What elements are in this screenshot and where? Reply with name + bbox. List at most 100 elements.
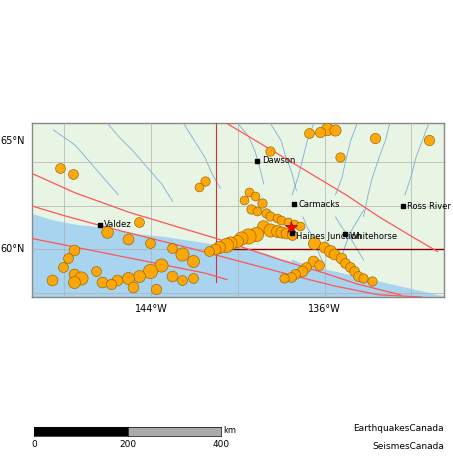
- Point: [205, 247, 212, 255]
- Point: [245, 188, 252, 196]
- Point: [70, 270, 77, 277]
- Point: [273, 228, 280, 235]
- Point: [49, 276, 56, 284]
- Point: [247, 206, 255, 213]
- Point: [316, 261, 323, 269]
- Point: [241, 197, 248, 204]
- Point: [190, 274, 197, 282]
- Point: [267, 227, 274, 234]
- Point: [190, 257, 197, 264]
- Point: [59, 263, 67, 271]
- Point: [125, 274, 132, 282]
- Point: [251, 192, 259, 200]
- Point: [278, 228, 285, 236]
- Point: [64, 255, 71, 262]
- Point: [129, 284, 136, 291]
- Polygon shape: [292, 260, 444, 297]
- Point: [157, 261, 164, 269]
- Text: EarthquakesCanada: EarthquakesCanada: [353, 424, 444, 433]
- Text: SeismesCanada: SeismesCanada: [372, 441, 444, 451]
- Point: [337, 255, 345, 262]
- Point: [70, 246, 77, 253]
- Point: [323, 125, 330, 133]
- Text: Haines Junction: Haines Junction: [296, 232, 362, 241]
- Point: [202, 177, 209, 185]
- Point: [355, 272, 362, 279]
- Point: [425, 136, 432, 143]
- Point: [179, 276, 186, 284]
- Point: [289, 231, 296, 238]
- Point: [254, 207, 261, 215]
- Point: [114, 276, 121, 284]
- Point: [342, 259, 349, 266]
- Point: [146, 268, 154, 275]
- Point: [278, 216, 285, 223]
- Point: [331, 250, 338, 258]
- Text: 200: 200: [119, 440, 136, 449]
- Point: [332, 127, 339, 134]
- Point: [195, 184, 202, 191]
- Point: [216, 243, 223, 250]
- Polygon shape: [32, 214, 444, 297]
- Point: [99, 279, 106, 286]
- Point: [226, 239, 234, 247]
- Point: [107, 281, 115, 288]
- Point: [146, 239, 154, 247]
- Point: [56, 164, 63, 171]
- Point: [135, 272, 143, 279]
- Point: [168, 244, 175, 251]
- Point: [292, 270, 299, 277]
- Point: [253, 230, 260, 237]
- Point: [327, 247, 334, 255]
- Point: [153, 286, 160, 293]
- Point: [70, 279, 77, 286]
- Point: [92, 268, 99, 275]
- Point: [237, 235, 245, 242]
- Point: [317, 128, 324, 135]
- Point: [135, 218, 143, 225]
- Text: 60°N: 60°N: [1, 244, 25, 254]
- Point: [222, 241, 230, 248]
- Point: [281, 274, 288, 282]
- Point: [320, 243, 327, 250]
- Point: [359, 274, 366, 282]
- Text: 0: 0: [31, 440, 37, 449]
- Point: [168, 272, 175, 279]
- Point: [103, 228, 110, 236]
- Point: [262, 210, 270, 217]
- Point: [346, 263, 353, 271]
- Point: [371, 134, 378, 141]
- Point: [259, 223, 266, 230]
- Point: [273, 214, 280, 222]
- Text: Ross River: Ross River: [407, 202, 451, 211]
- Point: [258, 199, 265, 206]
- Text: Valdez: Valdez: [104, 220, 132, 229]
- Point: [244, 233, 251, 240]
- Point: [267, 212, 274, 219]
- Point: [287, 273, 294, 281]
- Point: [303, 263, 310, 271]
- Point: [282, 230, 289, 237]
- Point: [291, 221, 298, 228]
- Text: km: km: [224, 425, 237, 435]
- Point: [309, 258, 316, 265]
- Polygon shape: [281, 260, 444, 297]
- Point: [336, 154, 343, 161]
- Text: Carmacks: Carmacks: [299, 200, 340, 209]
- Point: [267, 147, 274, 154]
- Point: [179, 250, 186, 258]
- Point: [77, 274, 84, 282]
- Point: [306, 129, 313, 137]
- Point: [296, 223, 304, 230]
- Point: [310, 239, 318, 247]
- Point: [284, 218, 291, 226]
- Point: [69, 171, 77, 178]
- Text: 65°N: 65°N: [1, 136, 25, 146]
- Text: Dawson: Dawson: [262, 156, 295, 165]
- Text: 400: 400: [213, 440, 230, 449]
- Text: 136°W: 136°W: [308, 303, 341, 314]
- Point: [233, 237, 241, 244]
- Text: 144°W: 144°W: [135, 303, 168, 314]
- Point: [350, 268, 357, 275]
- Point: [125, 235, 132, 243]
